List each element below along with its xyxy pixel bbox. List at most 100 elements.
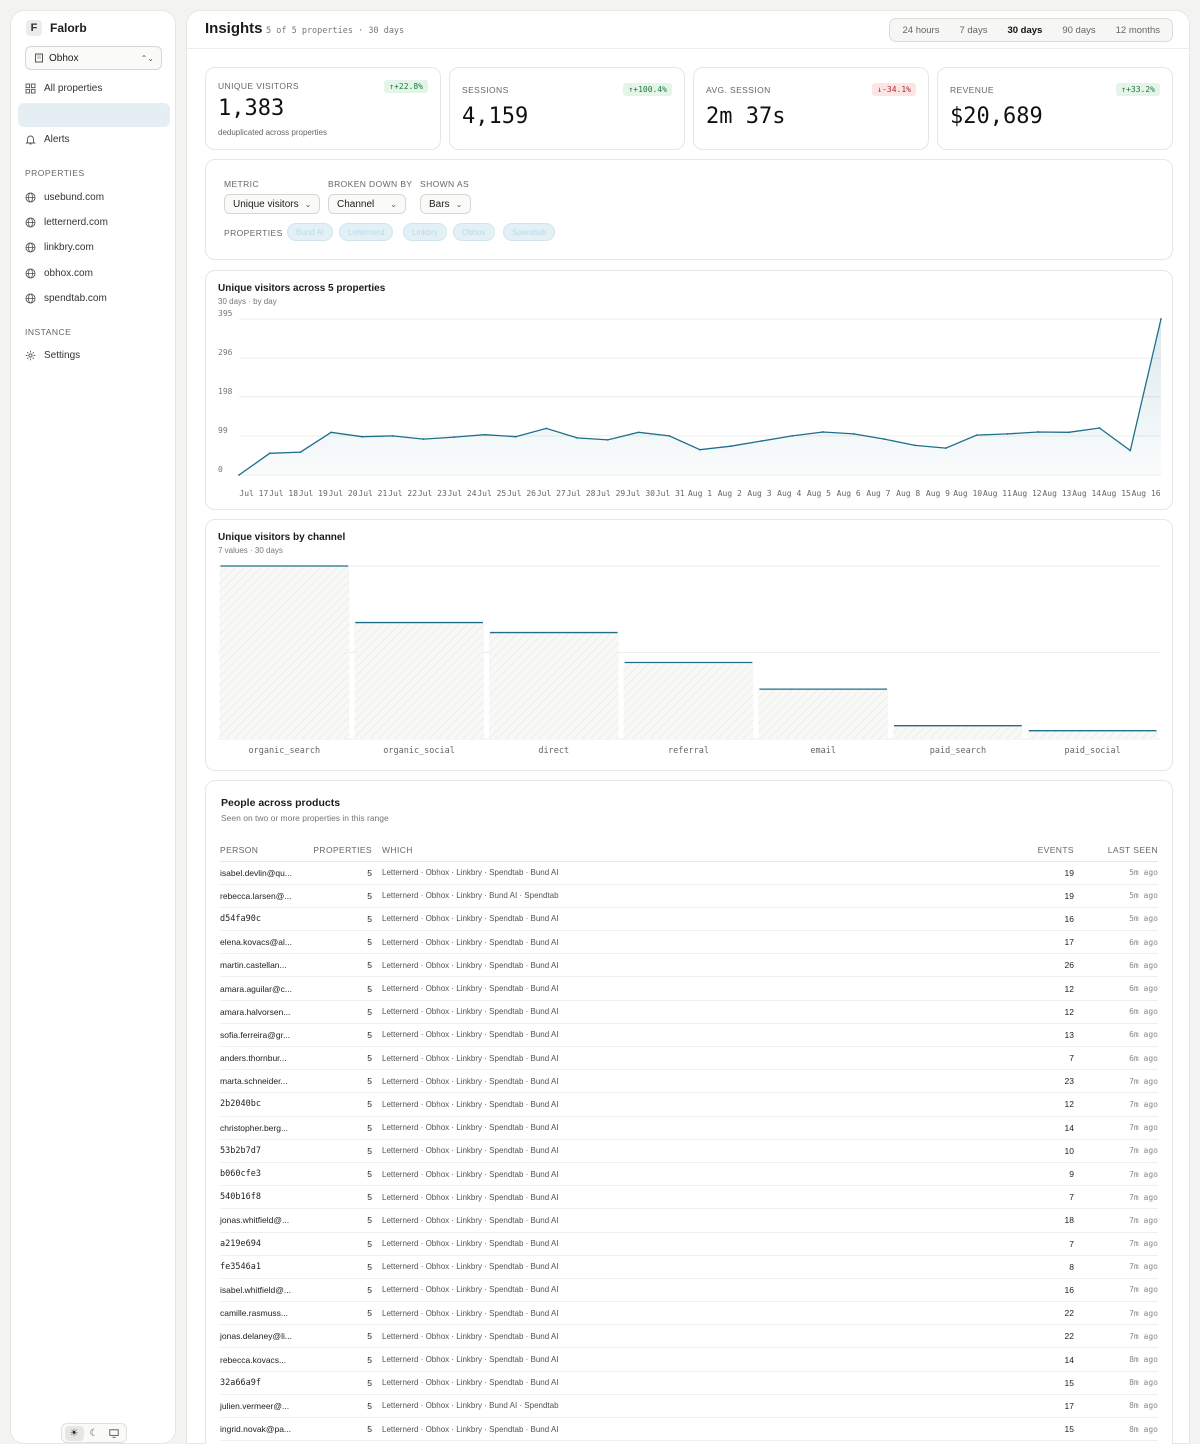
which-cell: Letternerd · Obhox · Linkbry · Spendtab …: [372, 976, 1014, 1001]
which-cell: Letternerd · Obhox · Linkbry · Spendtab …: [372, 1324, 1014, 1349]
x-tick-label: Aug 4: [777, 489, 801, 498]
data-point: [975, 434, 978, 437]
shown-as-dropdown[interactable]: Bars ⌄: [420, 194, 472, 214]
properties-count-cell: 5: [310, 1301, 372, 1326]
data-point: [545, 427, 548, 430]
properties-count-cell: 5: [310, 1046, 372, 1071]
kpi-card-sessions: SESSIONS ↑ +100.4% 4,159: [449, 67, 685, 150]
table-row[interactable]: marta.schneider... 5 Letternerd · Obhox · …: [220, 1069, 1158, 1094]
last-seen-cell: 7m ago: [1074, 1116, 1158, 1140]
property-chip[interactable]: Linkbry: [403, 223, 447, 241]
nav-alerts[interactable]: Alerts: [25, 134, 70, 145]
table-row[interactable]: 2b2040bc 5 Letternerd · Obhox · Linkbry · …: [220, 1092, 1158, 1117]
column-header-last-seen[interactable]: LAST SEEN: [1074, 839, 1158, 862]
nav-property-item[interactable]: linkbry.com: [25, 242, 94, 253]
table-row[interactable]: anders.thornbur... 5 Letternerd · Obhox · …: [220, 1046, 1158, 1071]
table-row[interactable]: christopher.berg... 5 Letternerd · Obhox ·…: [220, 1116, 1158, 1140]
bar: [623, 662, 754, 739]
table-row[interactable]: ingrid.novak@pa... 5 Letternerd · Obhox · …: [220, 1417, 1158, 1442]
x-tick-label: Aug 13: [1042, 489, 1071, 498]
x-tick-label: Aug 9: [926, 489, 950, 498]
table-row[interactable]: jonas.delaney@li... 5 Letternerd · Obhox ·…: [220, 1324, 1158, 1349]
table-row[interactable]: elena.kovacs@al... 5 Letternerd · Obhox · …: [220, 930, 1158, 955]
range-tab-24h[interactable]: 24 hours: [902, 24, 940, 36]
breakdown-dropdown[interactable]: Channel ⌄: [328, 194, 406, 214]
data-point: [299, 451, 302, 453]
table-row[interactable]: jonas.whitfield@... 5 Letternerd · Obhox ·…: [220, 1208, 1158, 1233]
last-seen-cell: 5m ago: [1074, 907, 1158, 932]
nav-active-item[interactable]: [18, 103, 170, 127]
nav-property-item[interactable]: letternerd.com: [25, 217, 108, 228]
brand[interactable]: F Falorb: [26, 20, 87, 36]
table-row[interactable]: martin.castellan... 5 Letternerd · Obhox ·…: [220, 953, 1158, 978]
table-row[interactable]: d54fa90c 5 Letternerd · Obhox · Linkbry · …: [220, 907, 1158, 932]
property-chip[interactable]: Letternerd: [339, 223, 394, 241]
table-row[interactable]: julien.vermeer@... 5 Letternerd · Obhox · …: [220, 1394, 1158, 1419]
last-seen-cell: 7m ago: [1074, 1092, 1158, 1117]
sun-icon[interactable]: ☀: [64, 1425, 84, 1441]
range-tab-12m[interactable]: 12 months: [1115, 24, 1160, 36]
table-row[interactable]: 53b2b7d7 5 Letternerd · Obhox · Linkbry · …: [220, 1139, 1158, 1163]
table-row[interactable]: isabel.devlin@qu... 5 Letternerd · Obhox ·…: [220, 861, 1158, 885]
property-chip[interactable]: Spendtab: [503, 223, 556, 241]
nav-property-item[interactable]: obhox.com: [25, 268, 93, 279]
range-tab-30d[interactable]: 30 days: [997, 20, 1053, 40]
table-row[interactable]: b060cfe3 5 Letternerd · Obhox · Linkbry · …: [220, 1162, 1158, 1187]
table-row[interactable]: amara.aguilar@c... 5 Letternerd · Obhox · …: [220, 976, 1158, 1001]
properties-count-cell: 5: [310, 1417, 372, 1442]
column-header-person[interactable]: PERSON: [220, 839, 310, 862]
properties-count-cell: 5: [310, 884, 372, 908]
which-cell: Letternerd · Obhox · Linkbry · Spendtab …: [372, 1069, 1014, 1094]
last-seen-cell: 7m ago: [1074, 1232, 1158, 1256]
data-point: [1160, 318, 1162, 320]
range-tab-7d[interactable]: 7 days: [959, 24, 988, 36]
table-row[interactable]: sofia.ferreira@gr... 5 Letternerd · Obhox …: [220, 1023, 1158, 1048]
kpi-card-revenue: REVENUE ↑ +33.2% $20,689: [937, 67, 1173, 150]
table-row[interactable]: amara.halvorsen... 5 Letternerd · Obhox · …: [220, 1000, 1158, 1024]
property-select[interactable]: Obhox ⌃⌄: [25, 46, 162, 70]
moon-icon[interactable]: ☾: [89, 1427, 99, 1439]
data-point: [606, 438, 609, 441]
property-chip[interactable]: Bund AI: [287, 223, 334, 241]
nav-all-properties[interactable]: All properties: [25, 83, 102, 94]
table-row[interactable]: isabel.whitfield@... 5 Letternerd · Obhox …: [220, 1278, 1158, 1303]
data-point: [760, 440, 763, 442]
table-row[interactable]: 32a66a9f 5 Letternerd · Obhox · Linkbry · …: [220, 1371, 1158, 1395]
globe-icon: [25, 268, 36, 279]
events-cell: 10: [1014, 1139, 1074, 1163]
column-header-events[interactable]: EVENTS: [1014, 839, 1074, 862]
data-point: [330, 431, 333, 434]
events-cell: 7: [1014, 1232, 1074, 1256]
properties-count-cell: 5: [310, 861, 372, 885]
property-chip[interactable]: Obhox: [453, 223, 495, 241]
people-table: PERSON PROPERTIES WHICH EVENTS LAST SEEN…: [220, 839, 1158, 1442]
nav-property-item[interactable]: spendtab.com: [25, 293, 107, 304]
last-seen-cell: 8m ago: [1074, 1394, 1158, 1419]
data-point: [822, 431, 824, 433]
table-row[interactable]: camille.rasmuss... 5 Letternerd · Obhox · …: [220, 1301, 1158, 1326]
monitor-icon[interactable]: [105, 1426, 124, 1441]
which-cell: Letternerd · Obhox · Linkbry · Spendtab …: [372, 930, 1014, 955]
person-cell: isabel.devlin@qu...: [220, 861, 310, 885]
person-cell: anders.thornbur...: [220, 1046, 310, 1071]
nav-property-label: obhox.com: [44, 268, 93, 279]
line-chart-subtitle: 30 days · by day: [218, 297, 277, 306]
kpi-label: SESSIONS: [462, 85, 509, 95]
x-tick-label: Jul 19: [299, 489, 328, 498]
table-row[interactable]: 540b16f8 5 Letternerd · Obhox · Linkbry · …: [220, 1185, 1158, 1210]
table-row[interactable]: a219e694 5 Letternerd · Obhox · Linkbry · …: [220, 1232, 1158, 1256]
metric-dropdown[interactable]: Unique visitors ⌄: [224, 194, 321, 214]
person-cell: elena.kovacs@al...: [220, 930, 310, 955]
column-header-which[interactable]: WHICH: [372, 839, 1014, 862]
table-row[interactable]: rebecca.larsen@... 5 Letternerd · Obhox · …: [220, 884, 1158, 908]
column-header-properties[interactable]: PROPERTIES: [310, 839, 372, 862]
range-tab-90d[interactable]: 90 days: [1062, 24, 1096, 36]
nav-settings[interactable]: Settings: [25, 350, 80, 361]
last-seen-cell: 6m ago: [1074, 930, 1158, 955]
data-point: [391, 435, 394, 437]
table-row[interactable]: rebecca.kovacs... 5 Letternerd · Obhox · L…: [220, 1347, 1158, 1372]
x-tick-label: Aug 12: [1013, 489, 1042, 498]
data-point: [514, 435, 517, 438]
nav-property-item[interactable]: usebund.com: [25, 192, 104, 203]
table-row[interactable]: fe3546a1 5 Letternerd · Obhox · Linkbry · …: [220, 1255, 1158, 1279]
